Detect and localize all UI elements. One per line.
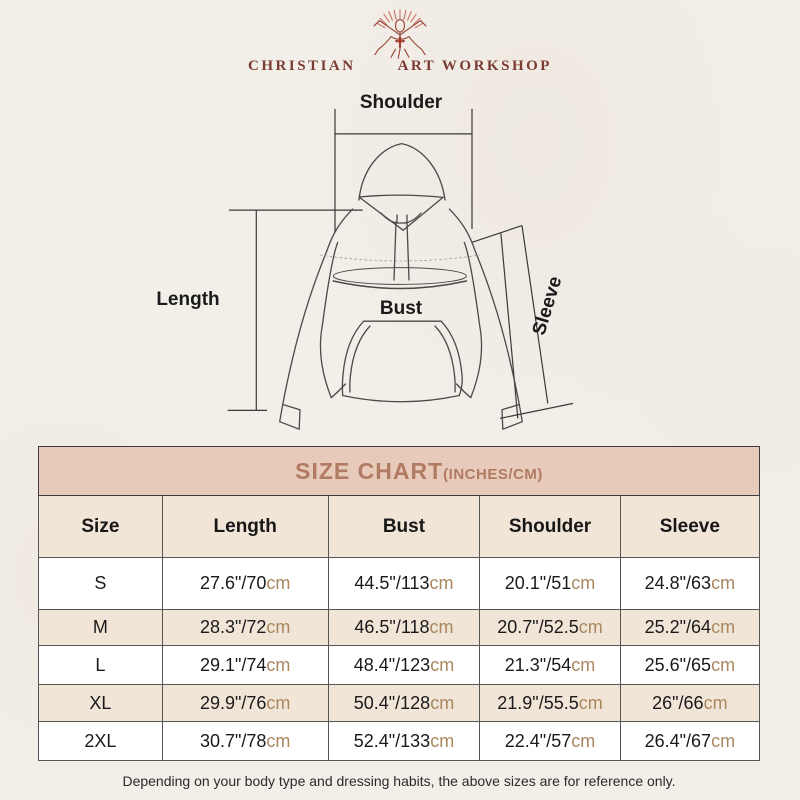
svg-text:Length: Length	[156, 289, 219, 310]
svg-text:Shoulder: Shoulder	[360, 92, 443, 113]
svg-text:Bust: Bust	[380, 298, 423, 319]
